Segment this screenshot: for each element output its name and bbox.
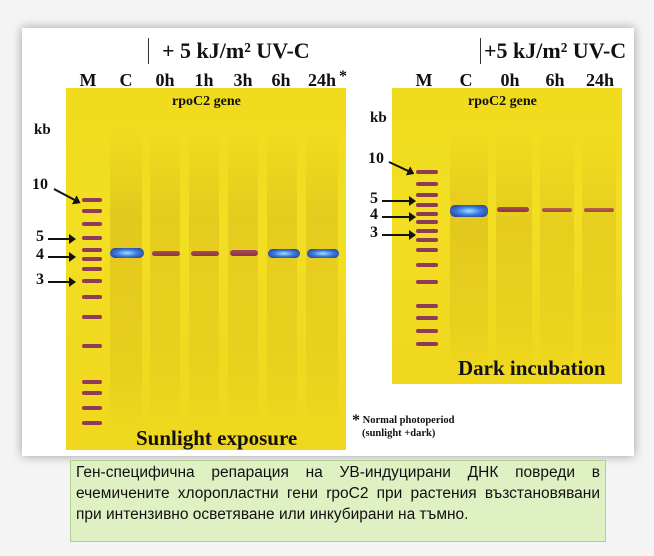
gene-band <box>152 251 180 256</box>
left-lane-m: M <box>79 70 97 90</box>
arrow-icon <box>382 196 416 206</box>
left-lane-0h: 0h <box>155 70 175 90</box>
figure-card: + 5 kJ/m² UV-C M C 0h 1h 3h 6h 24h * rpo… <box>22 28 634 456</box>
lane-smear <box>267 128 297 428</box>
ladder-band <box>82 406 102 410</box>
right-lane-24h: 24h <box>585 70 614 90</box>
ladder-band <box>416 329 438 333</box>
left-lane-3h: 3h <box>233 70 253 90</box>
lane-smear <box>110 128 142 428</box>
gene-band <box>268 249 300 258</box>
left-asterisk: * <box>339 68 347 85</box>
lane-smear <box>189 128 219 428</box>
ladder-band <box>82 279 102 283</box>
gene-band <box>191 251 219 256</box>
ladder-band <box>82 248 102 252</box>
ladder-band <box>82 421 102 425</box>
left-marker-3: 3 <box>36 271 44 288</box>
ladder-band <box>82 315 102 319</box>
right-kb-label: kb <box>370 110 387 126</box>
lane-smear <box>150 128 180 428</box>
left-gel-image: rpoC2 gene Sunlight exposure <box>66 88 346 450</box>
ladder-band <box>82 380 102 384</box>
right-lane-6h: 6h <box>545 70 565 90</box>
lane-smear <box>496 128 532 368</box>
left-gene-label: rpoC2 gene <box>172 94 241 109</box>
ladder-band <box>416 316 438 320</box>
ladder-band <box>416 203 438 207</box>
ladder-band <box>82 344 102 348</box>
footnote-line-2: (sunlight +dark) <box>362 428 436 439</box>
arrow-icon <box>48 234 76 244</box>
ladder-band <box>82 257 102 261</box>
left-marker-4: 4 <box>36 246 44 263</box>
ladder-band <box>416 304 438 308</box>
left-lane-1h: 1h <box>194 70 214 90</box>
ladder-band <box>416 263 438 267</box>
left-marker-5: 5 <box>36 228 44 245</box>
figure-caption: Ген-специфична репарация на УВ-индуциран… <box>70 460 606 542</box>
right-marker-5: 5 <box>370 190 378 207</box>
gene-band <box>450 205 488 217</box>
left-treatment-label: + 5 kJ/m² UV-C <box>162 38 310 63</box>
left-lane-24h: 24h <box>307 70 336 90</box>
arrow-icon <box>48 252 76 262</box>
right-marker-3: 3 <box>370 224 378 241</box>
ladder-band <box>416 248 438 252</box>
gene-band <box>584 208 614 212</box>
ladder-band <box>416 170 438 174</box>
footnote: * Normal photoperiod (sunlight +dark) <box>352 412 455 440</box>
ladder-band <box>416 342 438 346</box>
footnote-asterisk: * <box>352 412 360 429</box>
treatment-divider-right <box>480 38 481 64</box>
ladder-band <box>82 267 102 271</box>
left-lane-c: C <box>119 70 133 90</box>
right-gel-image: rpoC2 gene Dark incubation <box>392 88 622 384</box>
right-lane-0h: 0h <box>500 70 520 90</box>
ladder-band <box>416 238 438 242</box>
ladder-band <box>416 220 438 224</box>
ladder-band <box>82 198 102 202</box>
right-treatment-label: +5 kJ/m² UV-C <box>484 38 627 63</box>
left-marker-10: 10 <box>32 176 48 193</box>
right-condition-label: Dark incubation <box>458 356 606 380</box>
right-marker-4: 4 <box>370 206 378 223</box>
footnote-line-1: Normal photoperiod <box>362 415 455 426</box>
treatment-divider-left <box>148 38 149 64</box>
right-gene-label: rpoC2 gene <box>468 94 537 109</box>
ladder-band <box>416 193 438 197</box>
arrow-icon <box>382 230 416 240</box>
ladder-band <box>82 222 102 226</box>
right-lane-m: M <box>415 70 433 90</box>
gene-band <box>230 250 258 256</box>
ladder-band <box>416 212 438 216</box>
ladder-band <box>82 295 102 299</box>
right-lane-c: C <box>459 70 473 90</box>
ladder-band <box>82 391 102 395</box>
ladder-band <box>416 182 438 186</box>
arrow-icon <box>382 212 416 222</box>
ladder-band <box>416 229 438 233</box>
lane-smear <box>306 128 338 428</box>
gene-band <box>542 208 572 212</box>
gene-band <box>497 207 529 212</box>
left-lane-6h: 6h <box>271 70 291 90</box>
ladder-band <box>82 209 102 213</box>
lane-smear <box>450 128 488 368</box>
left-condition-label: Sunlight exposure <box>136 426 298 450</box>
arrow-icon <box>48 277 76 287</box>
lane-smear <box>228 128 258 428</box>
lane-smear <box>540 128 574 368</box>
left-kb-label: kb <box>34 122 51 138</box>
gene-band <box>307 249 339 258</box>
lane-smear <box>582 128 616 368</box>
right-marker-10: 10 <box>368 150 384 167</box>
ladder-band <box>82 236 102 240</box>
ladder-band <box>416 280 438 284</box>
gene-band <box>110 248 144 258</box>
